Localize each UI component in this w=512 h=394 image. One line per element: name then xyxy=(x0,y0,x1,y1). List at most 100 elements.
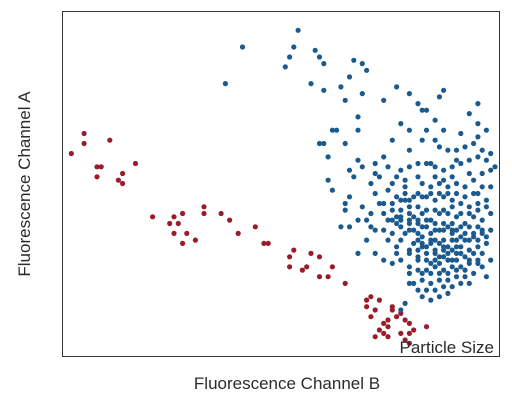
scatter-point xyxy=(453,257,460,263)
scatter-point xyxy=(445,244,451,250)
scatter-point xyxy=(329,127,335,133)
scatter-point xyxy=(402,197,408,203)
scatter-point xyxy=(394,84,400,90)
scatter-point xyxy=(445,290,451,296)
scatter-point xyxy=(445,184,451,190)
scatter-point xyxy=(180,210,186,217)
scatter-point xyxy=(479,250,485,256)
scatter-point xyxy=(466,157,472,163)
scatter-point xyxy=(304,264,310,270)
scatter-point xyxy=(94,164,100,170)
scatter-point xyxy=(355,250,361,256)
scatter-point xyxy=(406,270,412,276)
scatter-point xyxy=(436,254,442,260)
scatter-point xyxy=(385,217,391,223)
scatter-point xyxy=(441,227,447,233)
scatter-point xyxy=(462,230,468,236)
scatter-point xyxy=(150,214,156,220)
data-points-layer xyxy=(68,27,498,346)
scatter-point xyxy=(492,164,498,170)
scatter-point xyxy=(479,227,485,233)
scatter-point xyxy=(466,280,472,286)
scatter-point xyxy=(239,44,246,50)
scatter-point xyxy=(98,164,104,170)
scatter-point xyxy=(411,227,417,233)
scatter-point xyxy=(338,84,344,90)
scatter-point xyxy=(180,240,186,246)
scatter-point xyxy=(432,174,438,180)
scatter-point xyxy=(342,280,348,286)
scatter-point xyxy=(436,180,442,187)
scatter-point xyxy=(458,224,464,230)
scatter-point xyxy=(483,197,489,203)
scatter-point xyxy=(423,224,430,230)
scatter-point xyxy=(449,227,455,233)
scatter-point xyxy=(458,244,464,250)
scatter-point xyxy=(445,224,451,230)
scatter-point xyxy=(419,180,425,187)
scatter-point xyxy=(475,224,481,230)
scatter-point xyxy=(372,250,378,256)
scatter-point xyxy=(406,217,412,223)
scatter-point xyxy=(342,97,348,103)
scatter-point xyxy=(428,240,434,246)
scatter-point xyxy=(376,297,382,303)
particle-size-annotation: Particle Size xyxy=(400,338,494,357)
scatter-point xyxy=(428,280,434,286)
scatter-point xyxy=(445,250,451,256)
scatter-point xyxy=(432,257,438,263)
scatter-point xyxy=(398,197,404,203)
scatter-point xyxy=(368,224,374,230)
scatter-point xyxy=(436,144,442,150)
scatter-point xyxy=(441,177,447,183)
scatter-point xyxy=(436,260,442,266)
scatter-point xyxy=(423,127,430,133)
scatter-point xyxy=(432,137,438,143)
scatter-point xyxy=(415,204,421,210)
scatter-point xyxy=(423,267,430,273)
scatter-point xyxy=(355,127,361,133)
scatter-point xyxy=(402,190,408,197)
scatter-point xyxy=(462,220,468,227)
scatter-point xyxy=(432,220,438,227)
scatter-point xyxy=(394,250,400,256)
scatter-point xyxy=(471,270,477,276)
scatter-point xyxy=(406,127,412,133)
scatter-point xyxy=(406,330,412,336)
scatter-point xyxy=(423,244,430,250)
scatter-point xyxy=(458,130,464,137)
scatter-point xyxy=(475,200,481,207)
scatter-point xyxy=(394,244,400,250)
scatter-point xyxy=(423,207,430,213)
scatter-point xyxy=(372,190,378,197)
scatter-point xyxy=(385,164,391,170)
scatter-point xyxy=(342,200,348,207)
scatter-point xyxy=(287,54,293,60)
scatter-point xyxy=(458,234,464,240)
scatter-point xyxy=(308,81,314,87)
scatter-point xyxy=(453,214,460,220)
scatter-point xyxy=(316,254,323,260)
scatter-point xyxy=(218,210,224,217)
scatter-point xyxy=(453,180,460,187)
scatter-point xyxy=(81,130,87,137)
scatter-point xyxy=(235,230,241,236)
scatter-point xyxy=(346,224,353,230)
scatter-point xyxy=(394,220,400,227)
scatter-point xyxy=(398,307,404,313)
scatter-point xyxy=(428,217,434,223)
scatter-point xyxy=(411,240,417,246)
scatter-point xyxy=(287,264,293,270)
scatter-point xyxy=(475,237,481,243)
scatter-point xyxy=(436,210,442,217)
scatter-point xyxy=(423,194,430,200)
scatter-point xyxy=(432,164,438,170)
scatter-point xyxy=(419,194,425,200)
scatter-point xyxy=(316,140,323,147)
scatter-point xyxy=(475,154,481,160)
scatter-point xyxy=(415,160,421,167)
scatter-point xyxy=(411,327,417,333)
scatter-point xyxy=(423,250,430,256)
scatter-point xyxy=(394,194,400,200)
scatter-point xyxy=(415,287,421,293)
